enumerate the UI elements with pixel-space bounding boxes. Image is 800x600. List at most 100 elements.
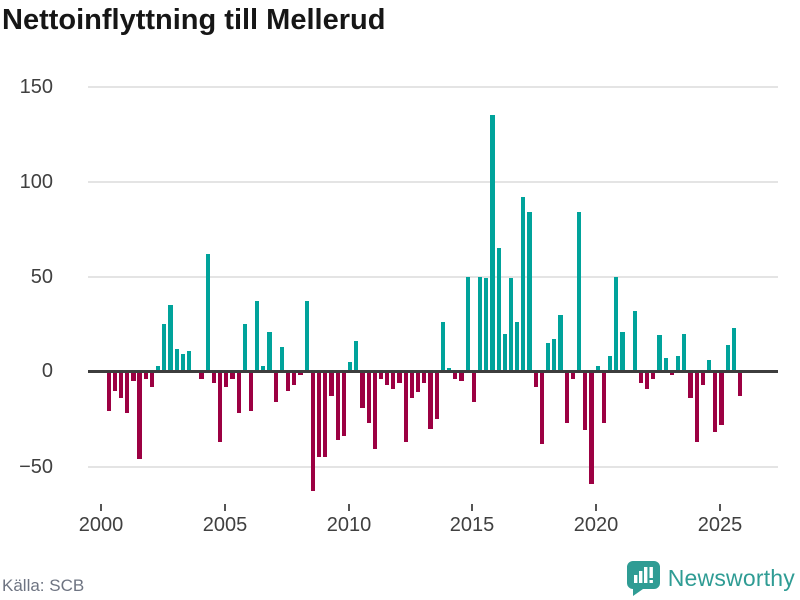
bar-2021-Q1	[620, 331, 625, 372]
bar-2005-Q2	[230, 371, 235, 380]
y-axis-label-100: 100	[19, 171, 53, 193]
y-axis-label-150: 150	[19, 76, 53, 98]
bar-2011-Q3	[385, 371, 390, 385]
bar-series	[100, 115, 743, 492]
bar-2004-Q3	[211, 371, 216, 383]
bar-2005-Q3	[236, 371, 241, 414]
y-axis-label-50: 50	[30, 266, 53, 288]
bar-2000-Q2	[106, 371, 111, 412]
bar-2015-Q4	[490, 115, 495, 372]
bar-2009-Q3	[335, 371, 340, 440]
x-tick-2015	[471, 504, 473, 511]
gridline-minus-50	[88, 466, 778, 468]
y-axis-label-minus-50: −50	[19, 456, 53, 478]
bar-2012-Q4	[416, 371, 421, 393]
newsworthy-bar-chart-bubble-icon	[626, 560, 660, 596]
bar-2003-Q1	[174, 348, 179, 372]
bar-2008-Q4	[316, 371, 322, 457]
bar-2024-Q4	[713, 371, 718, 433]
bar-2014-Q3	[459, 371, 464, 381]
bar-2011-Q4	[391, 371, 396, 389]
bar-2019-Q3	[583, 371, 588, 431]
bar-2011-Q2	[378, 371, 384, 380]
bar-2004-Q2	[205, 253, 210, 372]
bar-2013-Q4	[440, 322, 446, 372]
bar-2018-Q1	[546, 343, 551, 372]
bar-2006-Q3	[261, 365, 266, 372]
bar-2001-Q1	[125, 371, 130, 414]
bar-2012-Q3	[409, 371, 415, 399]
bar-2003-Q2	[180, 354, 186, 372]
brand-name: Newsworthy	[667, 564, 795, 591]
bar-2005-Q1	[224, 371, 229, 387]
brand-logo[interactable]: Newsworthy	[626, 560, 795, 596]
bar-2025-Q2	[725, 344, 730, 372]
bar-2000-Q4	[118, 371, 124, 399]
bar-2018-Q4	[564, 371, 569, 423]
x-tick-2025	[719, 504, 721, 511]
bar-2010-Q2	[354, 341, 359, 372]
x-tick-2010	[348, 504, 350, 511]
x-tick-2005	[224, 504, 226, 511]
bar-2020-Q1	[595, 365, 600, 372]
bar-2025-Q4	[737, 371, 743, 397]
bar-2013-Q3	[434, 371, 439, 419]
bar-2024-Q1	[694, 371, 699, 442]
bar-2003-Q3	[187, 350, 192, 372]
bar-2010-Q4	[366, 371, 371, 423]
bar-2009-Q1	[323, 371, 328, 457]
bar-2007-Q4	[292, 371, 297, 385]
bar-2001-Q3	[137, 371, 142, 459]
x-axis-label-2000: 2000	[78, 514, 124, 536]
y-axis-label-0: 0	[41, 360, 53, 382]
x-axis-label-2015: 2015	[449, 514, 495, 536]
bar-2020-Q4	[614, 276, 619, 372]
bar-2023-Q3	[682, 333, 687, 372]
zero-baseline	[88, 370, 778, 373]
bar-2004-Q1	[199, 371, 204, 380]
bar-2021-Q3	[632, 310, 637, 372]
bar-2015-Q1	[471, 371, 476, 402]
page-title: Nettoinflyttning till Mellerud	[2, 4, 386, 36]
bar-2020-Q2	[601, 371, 606, 423]
x-tick-2000	[100, 504, 102, 511]
bar-2024-Q2	[700, 371, 705, 385]
x-axis-label-2020: 2020	[573, 514, 619, 536]
bar-2019-Q1	[570, 371, 575, 380]
bar-2001-Q2	[131, 371, 136, 381]
bar-2019-Q4	[589, 371, 594, 484]
bar-2011-Q1	[372, 371, 377, 450]
bar-2015-Q3	[484, 278, 489, 372]
bar-2025-Q3	[731, 327, 736, 372]
bar-2016-Q3	[508, 278, 514, 372]
gridline-50	[88, 276, 778, 278]
bar-2007-Q1	[273, 371, 278, 402]
bar-2020-Q3	[607, 356, 613, 372]
bar-2014-Q4	[465, 276, 470, 372]
bar-2018-Q2	[552, 339, 557, 372]
bar-2015-Q2	[477, 276, 483, 372]
bar-2006-Q1	[248, 371, 254, 412]
bar-2008-Q1	[298, 371, 303, 376]
bar-2021-Q4	[638, 371, 644, 383]
bar-2010-Q3	[360, 371, 365, 408]
bar-2002-Q2	[156, 365, 161, 372]
bar-2025-Q1	[719, 371, 724, 425]
x-axis-label-2005: 2005	[202, 514, 248, 536]
bar-2007-Q2	[279, 346, 285, 372]
x-axis-label-2025: 2025	[697, 514, 743, 536]
bar-2009-Q4	[341, 371, 346, 437]
bar-2017-Q4	[539, 371, 545, 444]
bar-2017-Q3	[533, 371, 538, 387]
bar-2014-Q2	[453, 371, 458, 380]
bar-2017-Q2	[527, 211, 532, 372]
x-axis-label-2010: 2010	[326, 514, 372, 536]
bar-2004-Q4	[217, 371, 223, 442]
bar-2022-Q1	[645, 371, 650, 389]
bar-2016-Q1	[496, 248, 501, 372]
bar-2023-Q4	[688, 371, 693, 399]
bar-2006-Q4	[267, 331, 272, 372]
bar-2000-Q3	[112, 371, 117, 391]
bar-2001-Q4	[143, 371, 148, 380]
